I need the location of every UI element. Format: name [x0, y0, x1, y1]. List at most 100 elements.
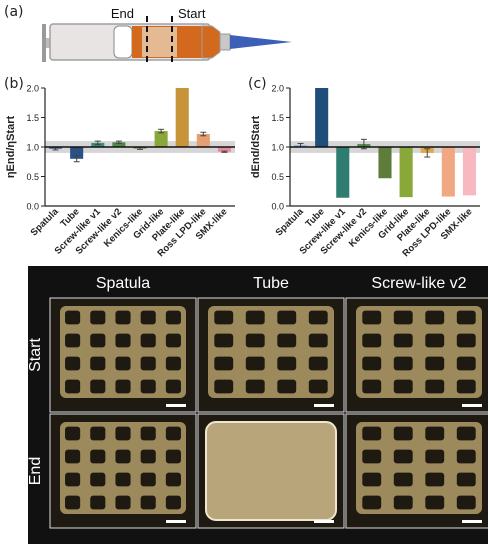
lattice-pore — [65, 426, 81, 441]
lattice-pore — [308, 310, 328, 325]
lattice-pore — [308, 333, 328, 348]
chart-b-bar — [154, 131, 168, 147]
chart-c-y-tick-label: 1.5 — [271, 113, 284, 123]
lattice-pore — [456, 426, 476, 441]
end-marker-label: End — [111, 6, 134, 21]
panel-c-label: (c) — [248, 76, 267, 92]
lattice-pore — [425, 356, 445, 371]
panel-a-label: (a) — [4, 4, 24, 20]
lattice-pore — [362, 426, 382, 441]
lattice-pore — [425, 310, 445, 325]
lattice-pore — [115, 449, 131, 464]
lattice-pore — [140, 449, 156, 464]
chart-b-y-tick-label: 1.0 — [26, 143, 39, 153]
lattice-pore — [214, 333, 234, 348]
lattice-pore — [362, 356, 382, 371]
lattice-pore — [90, 379, 106, 394]
scale-bar — [314, 404, 334, 407]
lattice-pore — [65, 310, 81, 325]
lattice-pore — [90, 310, 106, 325]
printed-lattice — [356, 306, 482, 398]
lattice-pore — [90, 495, 106, 510]
lattice-pore — [165, 495, 181, 510]
lattice-pore — [425, 449, 445, 464]
lattice-pore — [393, 356, 413, 371]
lattice-pore — [115, 333, 131, 348]
lattice-pore — [362, 449, 382, 464]
lattice-pore — [115, 472, 131, 487]
lattice-pore — [115, 426, 131, 441]
lattice-pore — [165, 426, 181, 441]
row-header: Start — [28, 338, 44, 372]
lattice-pore — [65, 449, 81, 464]
lattice-pore — [245, 333, 265, 348]
lattice-pore — [425, 472, 445, 487]
lattice-pore — [90, 333, 106, 348]
lattice-pore — [425, 495, 445, 510]
lattice-pore — [277, 379, 297, 394]
chart-c-bar — [441, 147, 455, 197]
lattice-pore — [393, 472, 413, 487]
chart-b-bar — [112, 142, 126, 147]
lattice-pore — [425, 333, 445, 348]
chart-c-y-tick-label: 0.0 — [271, 202, 284, 212]
lattice-pore — [115, 356, 131, 371]
row-header: End — [28, 457, 44, 485]
lattice-pore — [65, 356, 81, 371]
column-header: Screw-like v2 — [371, 275, 466, 292]
scale-bar — [314, 520, 334, 523]
lattice-pore — [140, 356, 156, 371]
scale-bar — [462, 404, 482, 407]
photo-panel: Spatula Tube Screw-like v2 Start End — [27, 266, 490, 544]
printed-lattice — [208, 306, 334, 398]
chart-c-bar — [315, 88, 329, 147]
lattice-pore — [65, 495, 81, 510]
printed-lattice — [60, 422, 186, 514]
lattice-pore — [308, 379, 328, 394]
lattice-pore — [393, 310, 413, 325]
lattice-pore — [165, 333, 181, 348]
lattice-pore — [277, 333, 297, 348]
lattice-pore — [362, 379, 382, 394]
lattice-pore — [277, 310, 297, 325]
chart-c-y-tick-label: 0.5 — [271, 172, 284, 182]
lattice-pore — [425, 426, 445, 441]
lattice-pore — [165, 379, 181, 394]
panel-d-label: (d) — [4, 272, 24, 288]
chart-b-y-tick-label: 0.5 — [26, 172, 39, 182]
scale-bar — [166, 404, 186, 407]
chart-c-bar — [399, 147, 413, 198]
chart-c-bar — [336, 147, 350, 198]
chart-b-y-tick-label: 1.5 — [26, 113, 39, 123]
lattice-pore — [456, 310, 476, 325]
lattice-pore — [393, 495, 413, 510]
lattice-pore — [165, 449, 181, 464]
lattice-pore — [140, 495, 156, 510]
lattice-pore — [362, 495, 382, 510]
lattice-pore — [456, 449, 476, 464]
printed-lattice — [356, 422, 482, 514]
lattice-pore — [245, 310, 265, 325]
lattice-pore — [90, 426, 106, 441]
lattice-pore — [245, 356, 265, 371]
lattice-pore — [393, 426, 413, 441]
lattice-pore — [425, 379, 445, 394]
column-header: Tube — [253, 275, 289, 292]
chart-c-y-tick-label: 1.0 — [271, 143, 284, 153]
lattice-pore — [90, 356, 106, 371]
lattice-pore — [277, 356, 297, 371]
lattice-pore — [65, 379, 81, 394]
chart-b-bar — [196, 134, 210, 147]
chart-c-y-label: dEnd/dStart — [250, 116, 262, 179]
printed-lattice — [60, 306, 186, 398]
lattice-pore — [362, 333, 382, 348]
lattice-pore — [165, 472, 181, 487]
chart-c-y-tick-label: 2.0 — [271, 84, 284, 94]
lattice-pore — [393, 449, 413, 464]
lattice-pore — [115, 495, 131, 510]
chart-b-bar — [70, 147, 84, 159]
lattice-pore — [140, 472, 156, 487]
chart-b-y-tick-label: 0.0 — [26, 202, 39, 212]
lattice-pore — [456, 495, 476, 510]
column-header: Spatula — [96, 275, 150, 292]
